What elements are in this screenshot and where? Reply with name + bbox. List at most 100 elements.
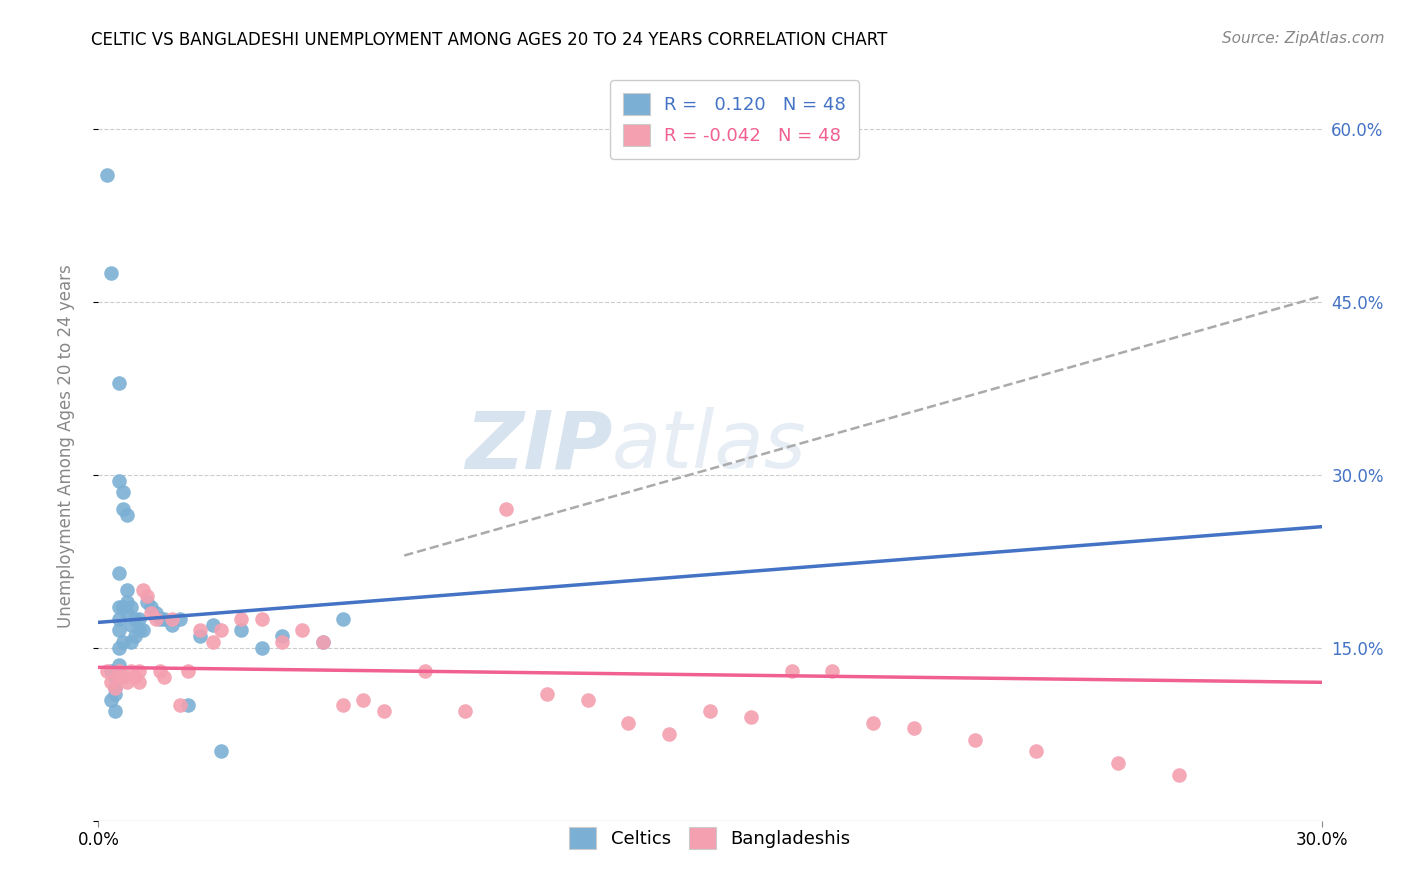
Point: [576, 692, 599, 706]
Point: [413, 664, 436, 678]
Point: [188, 624, 212, 638]
Point: [128, 624, 150, 638]
Point: [111, 669, 134, 683]
Y-axis label: Unemployment Among Ages 20 to 24 years: Unemployment Among Ages 20 to 24 years: [56, 264, 75, 628]
Point: [96, 664, 118, 678]
Point: [111, 502, 134, 516]
Point: [965, 733, 987, 747]
Point: [120, 600, 142, 615]
Point: [312, 635, 335, 649]
Point: [209, 744, 232, 758]
Text: CELTIC VS BANGLADESHI UNEMPLOYMENT AMONG AGES 20 TO 24 YEARS CORRELATION CHART: CELTIC VS BANGLADESHI UNEMPLOYMENT AMONG…: [91, 31, 887, 49]
Point: [108, 474, 131, 488]
Point: [312, 635, 335, 649]
Point: [169, 612, 191, 626]
Point: [104, 669, 127, 683]
Point: [145, 612, 167, 626]
Point: [100, 266, 122, 280]
Point: [231, 612, 253, 626]
Point: [149, 612, 172, 626]
Point: [132, 624, 155, 638]
Point: [160, 617, 183, 632]
Point: [373, 704, 395, 718]
Point: [231, 624, 253, 638]
Point: [617, 715, 640, 730]
Point: [128, 612, 150, 626]
Point: [658, 727, 681, 741]
Point: [124, 669, 146, 683]
Point: [740, 710, 762, 724]
Point: [1107, 756, 1129, 770]
Point: [115, 583, 138, 598]
Point: [862, 715, 884, 730]
Point: [108, 600, 131, 615]
Point: [108, 640, 131, 655]
Point: [141, 606, 163, 620]
Text: Source: ZipAtlas.com: Source: ZipAtlas.com: [1222, 31, 1385, 46]
Point: [160, 612, 183, 626]
Point: [145, 606, 167, 620]
Point: [108, 376, 131, 390]
Point: [177, 698, 200, 713]
Point: [111, 635, 134, 649]
Point: [1167, 767, 1189, 781]
Point: [120, 617, 142, 632]
Point: [821, 664, 844, 678]
Point: [124, 612, 146, 626]
Point: [270, 629, 294, 643]
Point: [104, 681, 127, 695]
Point: [104, 687, 127, 701]
Point: [352, 692, 374, 706]
Legend: Celtics, Bangladeshis: Celtics, Bangladeshis: [562, 820, 858, 856]
Point: [120, 664, 142, 678]
Point: [270, 635, 294, 649]
Point: [188, 629, 212, 643]
Point: [201, 617, 224, 632]
Point: [128, 664, 150, 678]
Point: [108, 658, 131, 673]
Point: [132, 583, 155, 598]
Point: [111, 600, 134, 615]
Point: [108, 566, 131, 580]
Point: [903, 722, 925, 736]
Point: [115, 606, 138, 620]
Point: [120, 635, 142, 649]
Point: [495, 502, 517, 516]
Point: [108, 612, 131, 626]
Point: [136, 594, 159, 608]
Point: [136, 589, 159, 603]
Point: [124, 629, 146, 643]
Point: [96, 168, 118, 182]
Point: [104, 681, 127, 695]
Point: [177, 664, 200, 678]
Point: [104, 704, 127, 718]
Point: [1025, 744, 1047, 758]
Point: [111, 485, 134, 500]
Point: [152, 612, 174, 626]
Point: [100, 664, 122, 678]
Point: [780, 664, 803, 678]
Point: [152, 669, 174, 683]
Point: [100, 692, 122, 706]
Point: [201, 635, 224, 649]
Point: [108, 664, 131, 678]
Point: [115, 675, 138, 690]
Point: [536, 687, 558, 701]
Point: [332, 698, 354, 713]
Text: ZIP: ZIP: [465, 407, 612, 485]
Point: [115, 508, 138, 523]
Point: [149, 664, 172, 678]
Point: [209, 624, 232, 638]
Point: [169, 698, 191, 713]
Point: [699, 704, 721, 718]
Point: [100, 675, 122, 690]
Point: [115, 594, 138, 608]
Point: [108, 624, 131, 638]
Point: [291, 624, 314, 638]
Point: [332, 612, 354, 626]
Point: [454, 704, 477, 718]
Point: [141, 600, 163, 615]
Text: atlas: atlas: [612, 407, 807, 485]
Point: [250, 612, 273, 626]
Point: [108, 669, 131, 683]
